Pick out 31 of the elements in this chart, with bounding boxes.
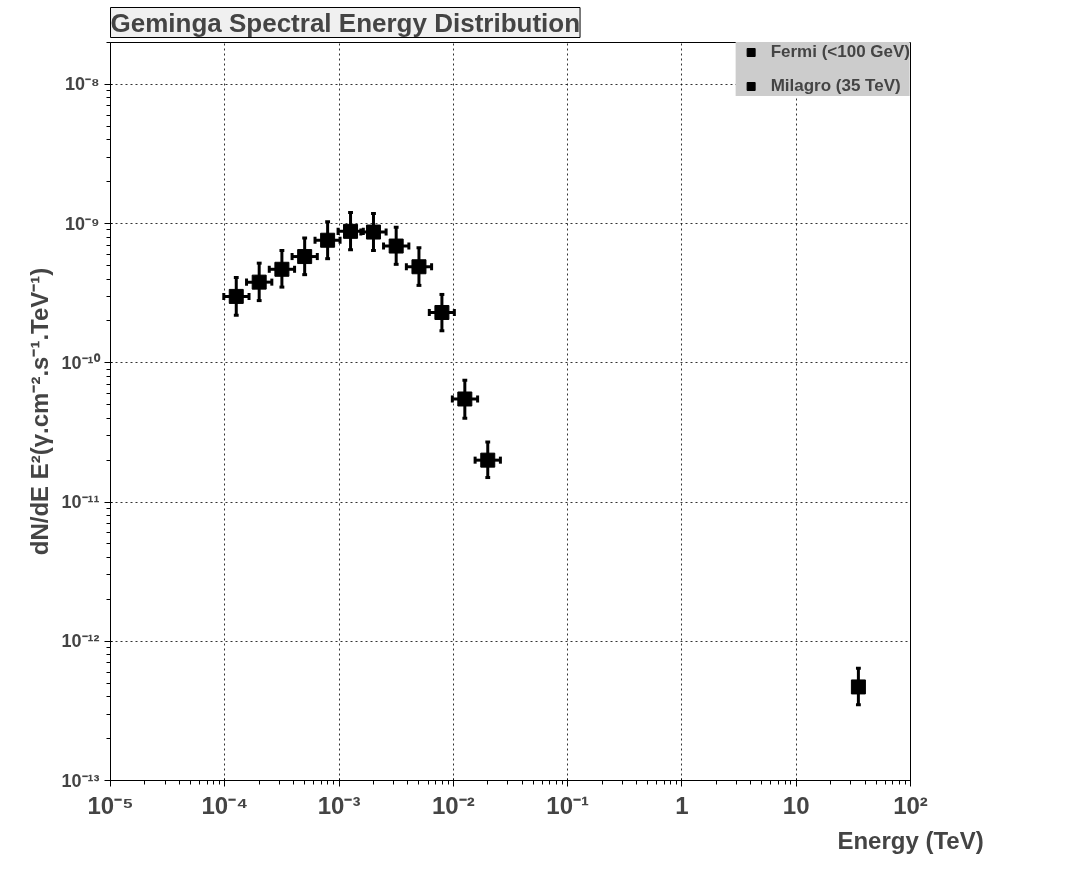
point	[388, 238, 404, 254]
x-tick-label: 10⁻³	[317, 791, 361, 819]
point	[457, 391, 473, 407]
point	[480, 452, 496, 468]
x-tick-label: 10⁻²	[432, 791, 475, 819]
point	[434, 304, 450, 320]
point	[297, 249, 313, 265]
x-tick-label: 10⁻⁴	[201, 791, 249, 819]
point	[343, 223, 359, 239]
y-tick-label: 10⁻¹³	[61, 770, 100, 791]
y-tick-label: 10⁻¹⁰	[61, 352, 101, 373]
point	[320, 232, 336, 248]
point	[274, 261, 290, 277]
legend-label: Fermi (<100 GeV)	[770, 42, 910, 62]
x-tick-label: 10²	[893, 791, 928, 819]
point	[228, 288, 244, 304]
y-tick-label: 10⁻¹²	[61, 631, 100, 652]
x-axis-title: Energy (TeV)	[837, 826, 984, 854]
point	[365, 224, 381, 240]
point	[251, 274, 267, 290]
x-tick-label: 10	[782, 791, 810, 819]
y-tick-label: 10⁻⁸	[64, 74, 100, 95]
point	[411, 259, 427, 275]
x-tick-label: 1	[675, 791, 689, 819]
y-tick-label: 10⁻¹¹	[61, 492, 100, 513]
chart-title: Geminga Spectral Energy Distribution	[110, 7, 581, 38]
legend-label: Milagro (35 TeV)	[770, 76, 901, 96]
y-axis-title: dN/dE E²(γ.cm⁻².s⁻¹.TeV⁻¹)	[26, 267, 54, 556]
y-tick-label: 10⁻⁹	[64, 213, 100, 234]
x-tick-label: 10⁻¹	[546, 791, 589, 819]
x-tick-label: 10⁻⁵	[87, 791, 134, 819]
